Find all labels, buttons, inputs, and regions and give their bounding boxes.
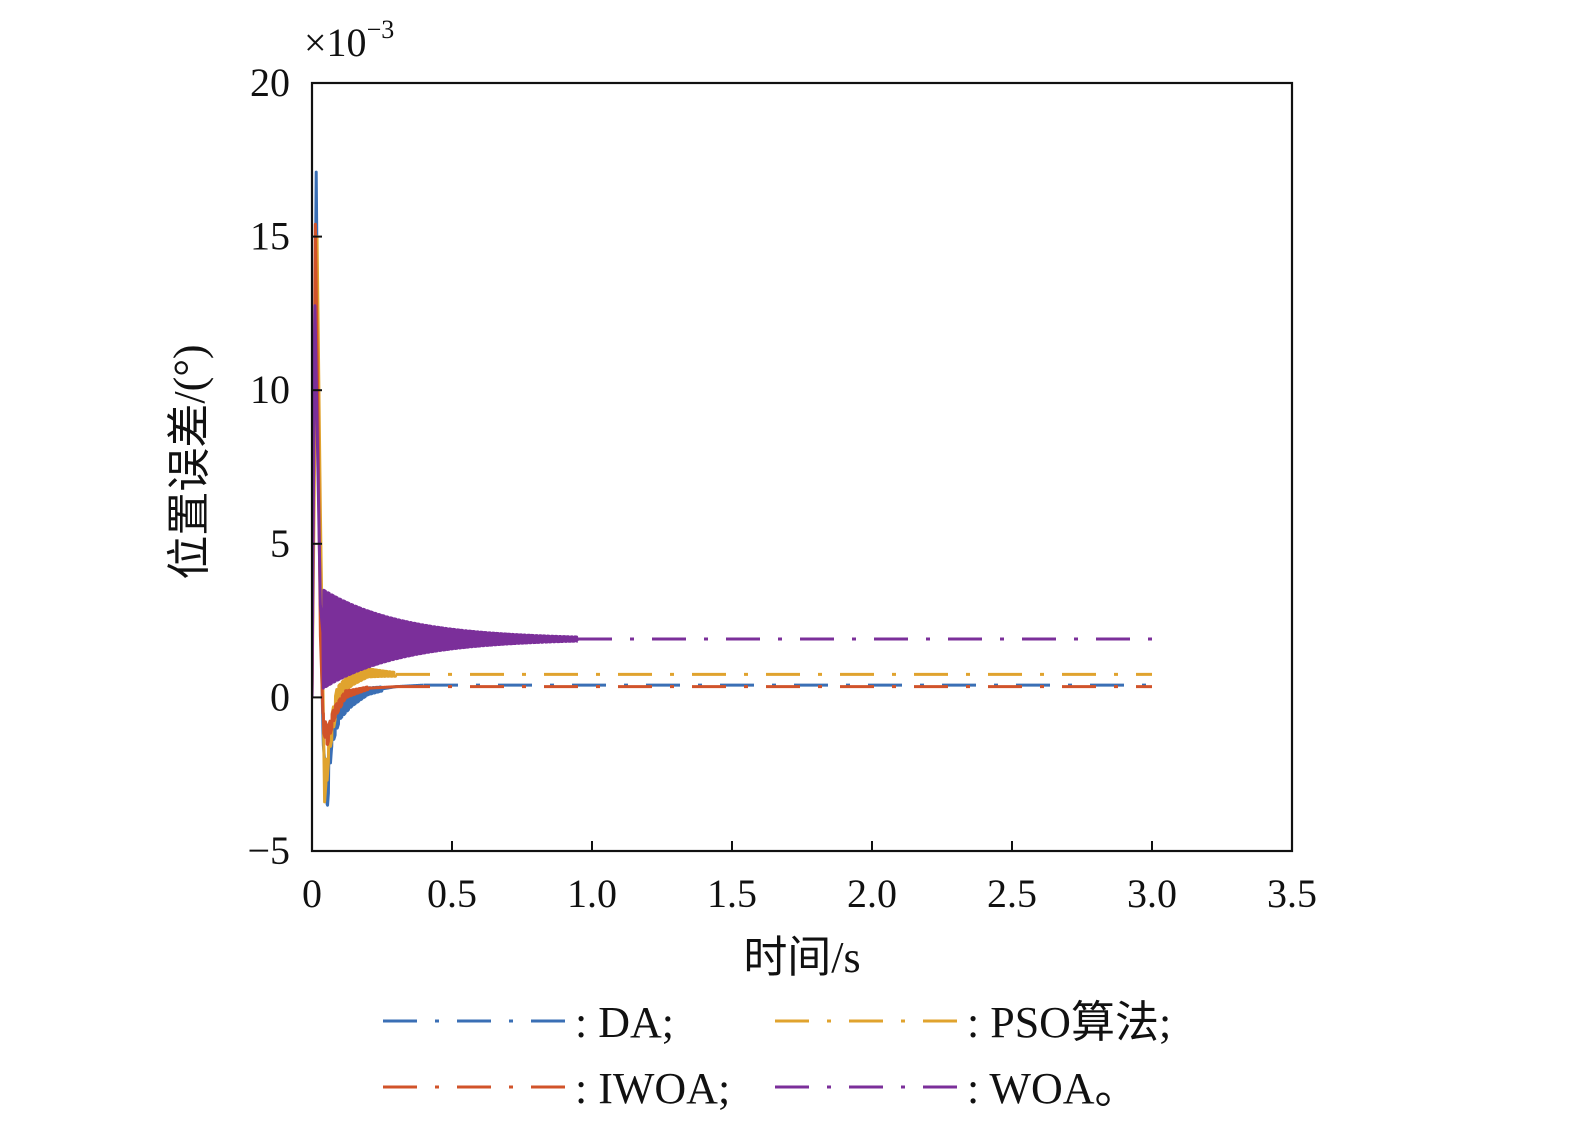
x-tick-label: 2.5 xyxy=(987,871,1037,916)
x-tick-label: 0 xyxy=(302,871,322,916)
series-2 xyxy=(312,222,1152,746)
plot-frame xyxy=(310,81,1294,853)
y-tick-label: −5 xyxy=(247,828,290,873)
series-0-transient xyxy=(312,170,425,807)
series-1 xyxy=(312,235,1152,804)
y-tick-label: 20 xyxy=(250,60,290,105)
x-tick-label: 1.5 xyxy=(707,871,757,916)
labels-layer: 0 0.5 1.0 1.5 2.0 2.5 3.0 3.5 −5 0 5 10 15 20 ×10−3 时间/… xyxy=(165,15,1317,982)
series-1-transient xyxy=(312,235,398,804)
legend-label-2: : IWOA; xyxy=(575,1064,730,1113)
series-3 xyxy=(312,304,1152,698)
legend-label-1: : PSO算法; xyxy=(967,998,1171,1047)
x-tick-label: 1.0 xyxy=(567,871,617,916)
ticks-layer xyxy=(311,82,1293,852)
legend-label-3: : WOA。 xyxy=(967,1064,1139,1113)
y-tick-label: 15 xyxy=(250,214,290,259)
x-tick-label: 0.5 xyxy=(427,871,477,916)
x-axis-title: 时间/s xyxy=(743,933,860,982)
series-2-transient xyxy=(312,222,398,746)
series-layer xyxy=(312,170,1152,807)
x-tick-label: 3.0 xyxy=(1127,871,1177,916)
legend-label-0: : DA; xyxy=(575,998,674,1047)
series-3-transient xyxy=(312,304,579,698)
y-tick-label: 5 xyxy=(270,521,290,566)
y-axis-title: 位置误差/(°) xyxy=(165,344,214,579)
x-tick-label: 2.0 xyxy=(847,871,897,916)
y-tick-label: 10 xyxy=(250,367,290,412)
y-tick-label: 0 xyxy=(270,674,290,719)
x-tick-label: 3.5 xyxy=(1267,871,1317,916)
y-exponent-label: ×10−3 xyxy=(304,15,394,65)
legend: : DA; : PSO算法; : IWOA; : WOA。 xyxy=(383,998,1171,1113)
series-0 xyxy=(312,170,1152,807)
